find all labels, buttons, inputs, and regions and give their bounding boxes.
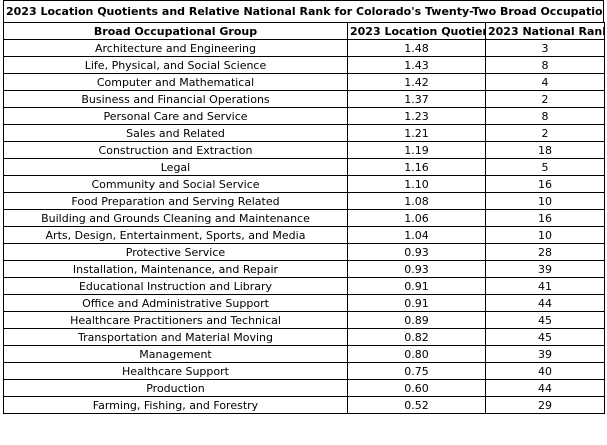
- cell-national-rank: 8: [485, 56, 605, 74]
- cell-occupational-group: Life, Physical, and Social Science: [3, 56, 348, 74]
- cell-occupational-group: Community and Social Service: [3, 175, 348, 193]
- table-row: Business and Financial Operations 1.37 2: [3, 90, 605, 108]
- cell-national-rank: 2: [485, 90, 605, 108]
- cell-location-quotient: 1.04: [347, 226, 486, 244]
- cell-national-rank: 8: [485, 107, 605, 125]
- header-national-rank: 2023 National Rank: [485, 22, 605, 40]
- cell-location-quotient: 0.82: [347, 328, 486, 346]
- cell-national-rank: 45: [485, 328, 605, 346]
- cell-national-rank: 29: [485, 396, 605, 414]
- cell-occupational-group: Food Preparation and Serving Related: [3, 192, 348, 210]
- table-row: Arts, Design, Entertainment, Sports, and…: [3, 226, 605, 244]
- cell-occupational-group: Healthcare Support: [3, 362, 348, 380]
- table-row: Personal Care and Service 1.23 8: [3, 107, 605, 125]
- header-broad-occupational-group: Broad Occupational Group: [3, 22, 348, 40]
- cell-location-quotient: 0.75: [347, 362, 486, 380]
- cell-national-rank: 10: [485, 226, 605, 244]
- cell-location-quotient: 0.60: [347, 379, 486, 397]
- cell-occupational-group: Transportation and Material Moving: [3, 328, 348, 346]
- cell-occupational-group: Sales and Related: [3, 124, 348, 142]
- cell-location-quotient: 1.37: [347, 90, 486, 108]
- table-row: Computer and Mathematical 1.42 4: [3, 73, 605, 91]
- cell-national-rank: 39: [485, 345, 605, 363]
- cell-national-rank: 3: [485, 39, 605, 57]
- cell-occupational-group: Healthcare Practitioners and Technical: [3, 311, 348, 329]
- cell-national-rank: 16: [485, 209, 605, 227]
- cell-national-rank: 18: [485, 141, 605, 159]
- cell-national-rank: 39: [485, 260, 605, 278]
- cell-location-quotient: 1.16: [347, 158, 486, 176]
- table-row: Protective Service 0.93 28: [3, 243, 605, 261]
- cell-national-rank: 44: [485, 294, 605, 312]
- table-body: Architecture and Engineering 1.48 3 Life, P…: [3, 39, 605, 414]
- table-row: Production 0.60 44: [3, 379, 605, 397]
- table-row: Life, Physical, and Social Science 1.43 8: [3, 56, 605, 74]
- cell-location-quotient: 1.19: [347, 141, 486, 159]
- table-row: Construction and Extraction 1.19 18: [3, 141, 605, 159]
- cell-occupational-group: Educational Instruction and Library: [3, 277, 348, 295]
- cell-location-quotient: 1.23: [347, 107, 486, 125]
- cell-location-quotient: 0.93: [347, 260, 486, 278]
- table-row: Educational Instruction and Library 0.91 4…: [3, 277, 605, 295]
- cell-occupational-group: Personal Care and Service: [3, 107, 348, 125]
- table-row: Sales and Related 1.21 2: [3, 124, 605, 142]
- table-row: Transportation and Material Moving 0.82 45: [3, 328, 605, 346]
- table-row: Building and Grounds Cleaning and Mainte…: [3, 209, 605, 227]
- occupational-groups-table: Broad Occupational Group 2023 Location Q…: [3, 22, 605, 414]
- cell-national-rank: 10: [485, 192, 605, 210]
- table-row: Installation, Maintenance, and Repair 0.9…: [3, 260, 605, 278]
- cell-occupational-group: Farming, Fishing, and Forestry: [3, 396, 348, 414]
- table-row: Healthcare Practitioners and Technical 0.…: [3, 311, 605, 329]
- cell-national-rank: 41: [485, 277, 605, 295]
- cell-national-rank: 28: [485, 243, 605, 261]
- cell-national-rank: 16: [485, 175, 605, 193]
- table-row: Community and Social Service 1.10 16: [3, 175, 605, 193]
- cell-location-quotient: 1.48: [347, 39, 486, 57]
- cell-location-quotient: 1.43: [347, 56, 486, 74]
- cell-location-quotient: 0.89: [347, 311, 486, 329]
- cell-occupational-group: Building and Grounds Cleaning and Mainte…: [3, 209, 348, 227]
- cell-occupational-group: Management: [3, 345, 348, 363]
- cell-occupational-group: Legal: [3, 158, 348, 176]
- cell-occupational-group: Office and Administrative Support: [3, 294, 348, 312]
- cell-location-quotient: 1.21: [347, 124, 486, 142]
- table-row: Healthcare Support 0.75 40: [3, 362, 605, 380]
- table-row: Office and Administrative Support 0.91 44: [3, 294, 605, 312]
- cell-occupational-group: Computer and Mathematical: [3, 73, 348, 91]
- table-row: Architecture and Engineering 1.48 3: [3, 39, 605, 57]
- cell-location-quotient: 0.91: [347, 294, 486, 312]
- table-row: Management 0.80 39: [3, 345, 605, 363]
- cell-national-rank: 44: [485, 379, 605, 397]
- header-row: Broad Occupational Group 2023 Location Q…: [3, 22, 605, 40]
- cell-national-rank: 4: [485, 73, 605, 91]
- cell-occupational-group: Arts, Design, Entertainment, Sports, and…: [3, 226, 348, 244]
- cell-national-rank: 2: [485, 124, 605, 142]
- table-row: Farming, Fishing, and Forestry 0.52 29: [3, 396, 605, 414]
- cell-national-rank: 5: [485, 158, 605, 176]
- cell-occupational-group: Protective Service: [3, 243, 348, 261]
- cell-location-quotient: 1.42: [347, 73, 486, 91]
- cell-occupational-group: Construction and Extraction: [3, 141, 348, 159]
- cell-occupational-group: Production: [3, 379, 348, 397]
- cell-occupational-group: Architecture and Engineering: [3, 39, 348, 57]
- table-row: Legal 1.16 5: [3, 158, 605, 176]
- header-location-quotient: 2023 Location Quotient: [347, 22, 486, 40]
- cell-location-quotient: 1.08: [347, 192, 486, 210]
- cell-location-quotient: 0.91: [347, 277, 486, 295]
- table-row: Food Preparation and Serving Related 1.08…: [3, 192, 605, 210]
- cell-location-quotient: 1.06: [347, 209, 486, 227]
- cell-location-quotient: 0.93: [347, 243, 486, 261]
- cell-location-quotient: 1.10: [347, 175, 486, 193]
- cell-national-rank: 40: [485, 362, 605, 380]
- table-title: 2023 Location Quotients and Relative Nat…: [3, 0, 604, 22]
- cell-location-quotient: 0.80: [347, 345, 486, 363]
- cell-national-rank: 45: [485, 311, 605, 329]
- cell-occupational-group: Installation, Maintenance, and Repair: [3, 260, 348, 278]
- cell-location-quotient: 0.52: [347, 396, 486, 414]
- cell-occupational-group: Business and Financial Operations: [3, 90, 348, 108]
